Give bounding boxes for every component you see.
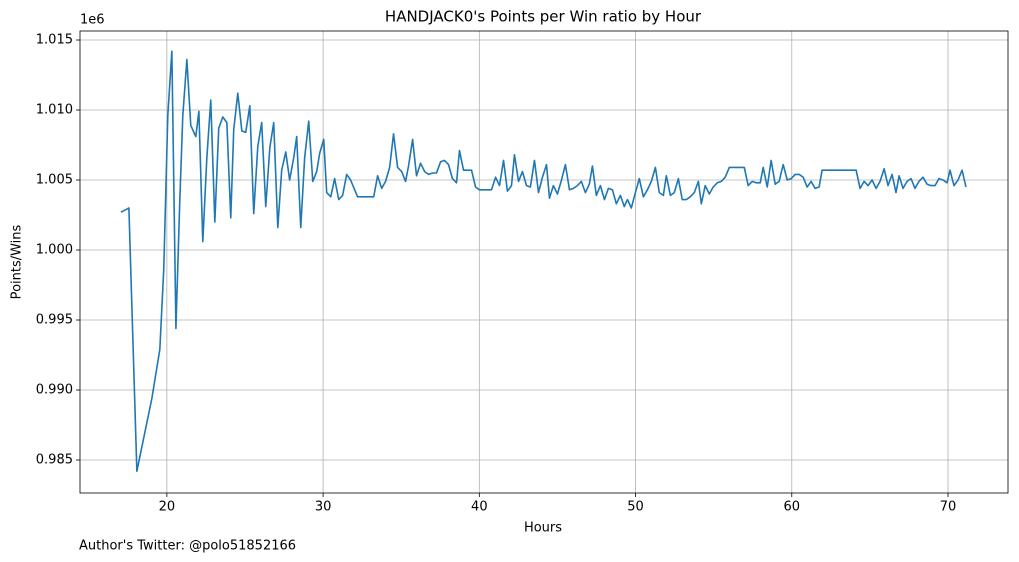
y-tick-label: 1.010 bbox=[36, 103, 73, 118]
y-tick-label: 1.000 bbox=[36, 243, 73, 258]
annotation: Author's Twitter: @polo51852166 bbox=[79, 539, 296, 554]
data-line bbox=[120, 50, 967, 472]
y-tick-label: 0.985 bbox=[36, 453, 73, 468]
x-axis-label: Hours bbox=[524, 521, 562, 536]
y-offset-label: 1e6 bbox=[80, 13, 105, 28]
chart-title: HANDJACK0's Points per Win ratio by Hour bbox=[385, 8, 702, 26]
y-axis-label: Points/Wins bbox=[10, 224, 25, 299]
x-tick-label: 20 bbox=[159, 500, 176, 515]
y-tick-label: 1.005 bbox=[36, 173, 73, 188]
plot-frame bbox=[79, 30, 1009, 494]
x-tick-label: 40 bbox=[471, 500, 488, 515]
x-tick-label: 50 bbox=[627, 500, 644, 515]
y-tick-label: 0.990 bbox=[36, 383, 73, 398]
x-tick-label: 30 bbox=[315, 500, 332, 515]
y-tick-label: 0.995 bbox=[36, 313, 73, 328]
x-tick-label: 60 bbox=[784, 500, 801, 515]
y-tick-label: 1.015 bbox=[36, 33, 73, 48]
x-tick-label: 70 bbox=[940, 500, 957, 515]
